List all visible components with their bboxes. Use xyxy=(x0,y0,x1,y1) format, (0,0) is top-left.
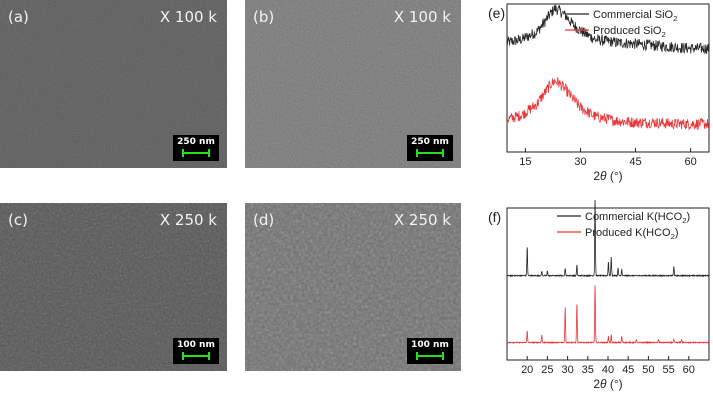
x-tick-label: 35 xyxy=(582,364,594,376)
sem-image-a: (a) X 100 k 250 nm xyxy=(0,0,227,168)
plot-frame xyxy=(506,207,710,361)
scale-bar-text-b: 250 nm xyxy=(411,137,449,147)
xrd-chart-e: 15 30 45 60 2θ (°) (e) Commercial SiO2 Produced… xyxy=(488,3,710,183)
magnification-a: X 100 k xyxy=(159,8,217,26)
panel-label: (e) xyxy=(488,5,505,21)
panel-label-d: (d) xyxy=(253,211,275,229)
x-tick-label: 50 xyxy=(642,364,654,376)
x-tick-label: 25 xyxy=(541,364,553,376)
magnification-b: X 100 k xyxy=(393,8,451,26)
series-line-produced xyxy=(506,285,710,345)
scale-bar-text-c: 100 nm xyxy=(177,340,215,350)
x-tick-label: 55 xyxy=(662,364,674,376)
x-tick-label: 60 xyxy=(685,156,697,168)
panel-label: (f) xyxy=(488,209,501,225)
sem-texture xyxy=(245,203,461,371)
x-tick-label: 45 xyxy=(629,156,641,168)
panel-label-c: (c) xyxy=(8,211,28,229)
sem-image-d: (d) X 250 k 100 nm xyxy=(245,203,461,371)
panel-label-a: (a) xyxy=(8,8,29,26)
x-tick-label: 20 xyxy=(521,364,533,376)
scale-bar-line-d xyxy=(416,352,444,360)
x-axis-label: 2θ (°) xyxy=(593,377,622,391)
series-line-commercial xyxy=(506,200,710,278)
x-tick-label: 30 xyxy=(561,364,573,376)
legend-label: Produced SiO2 xyxy=(593,25,666,39)
scale-bar-text-a: 250 nm xyxy=(177,137,215,147)
legend-label: Commercial SiO2 xyxy=(593,9,677,23)
scale-bar-c: 100 nm xyxy=(173,338,219,364)
x-axis-label: 2θ (°) xyxy=(593,169,622,183)
x-tick-label: 15 xyxy=(519,156,531,168)
sem-image-b: (b) X 100 k 250 nm xyxy=(245,0,461,168)
scale-bar-text-d: 100 nm xyxy=(411,340,449,350)
xrd-chart-f: 20 25 30 35 40 45 50 55 60 2θ (°) (f) Commercial K(… xyxy=(488,200,710,391)
x-tick-label: 40 xyxy=(602,364,614,376)
scale-bar-line-a xyxy=(182,149,210,157)
scale-bar-line-b xyxy=(416,149,444,157)
series-line-produced xyxy=(506,77,710,131)
magnification-d: X 250 k xyxy=(393,211,451,229)
x-tick-label: 60 xyxy=(683,364,695,376)
scale-bar-d: 100 nm xyxy=(407,338,453,364)
magnification-c: X 250 k xyxy=(159,211,217,229)
x-tick-label: 45 xyxy=(622,364,634,376)
sem-texture xyxy=(0,0,227,168)
legend-label: Produced K(HCO2) xyxy=(585,227,679,241)
sem-image-c: (c) X 250 k 100 nm xyxy=(0,203,227,371)
scale-bar-b: 250 nm xyxy=(407,135,453,161)
plot-frame xyxy=(506,3,710,153)
panel-label-b: (b) xyxy=(253,8,275,26)
series-line-commercial xyxy=(506,4,710,55)
scale-bar-line-c xyxy=(182,352,210,360)
x-tick-label: 30 xyxy=(574,156,586,168)
scale-bar-a: 250 nm xyxy=(173,135,219,161)
legend-label: Commercial K(HCO2) xyxy=(585,211,690,225)
